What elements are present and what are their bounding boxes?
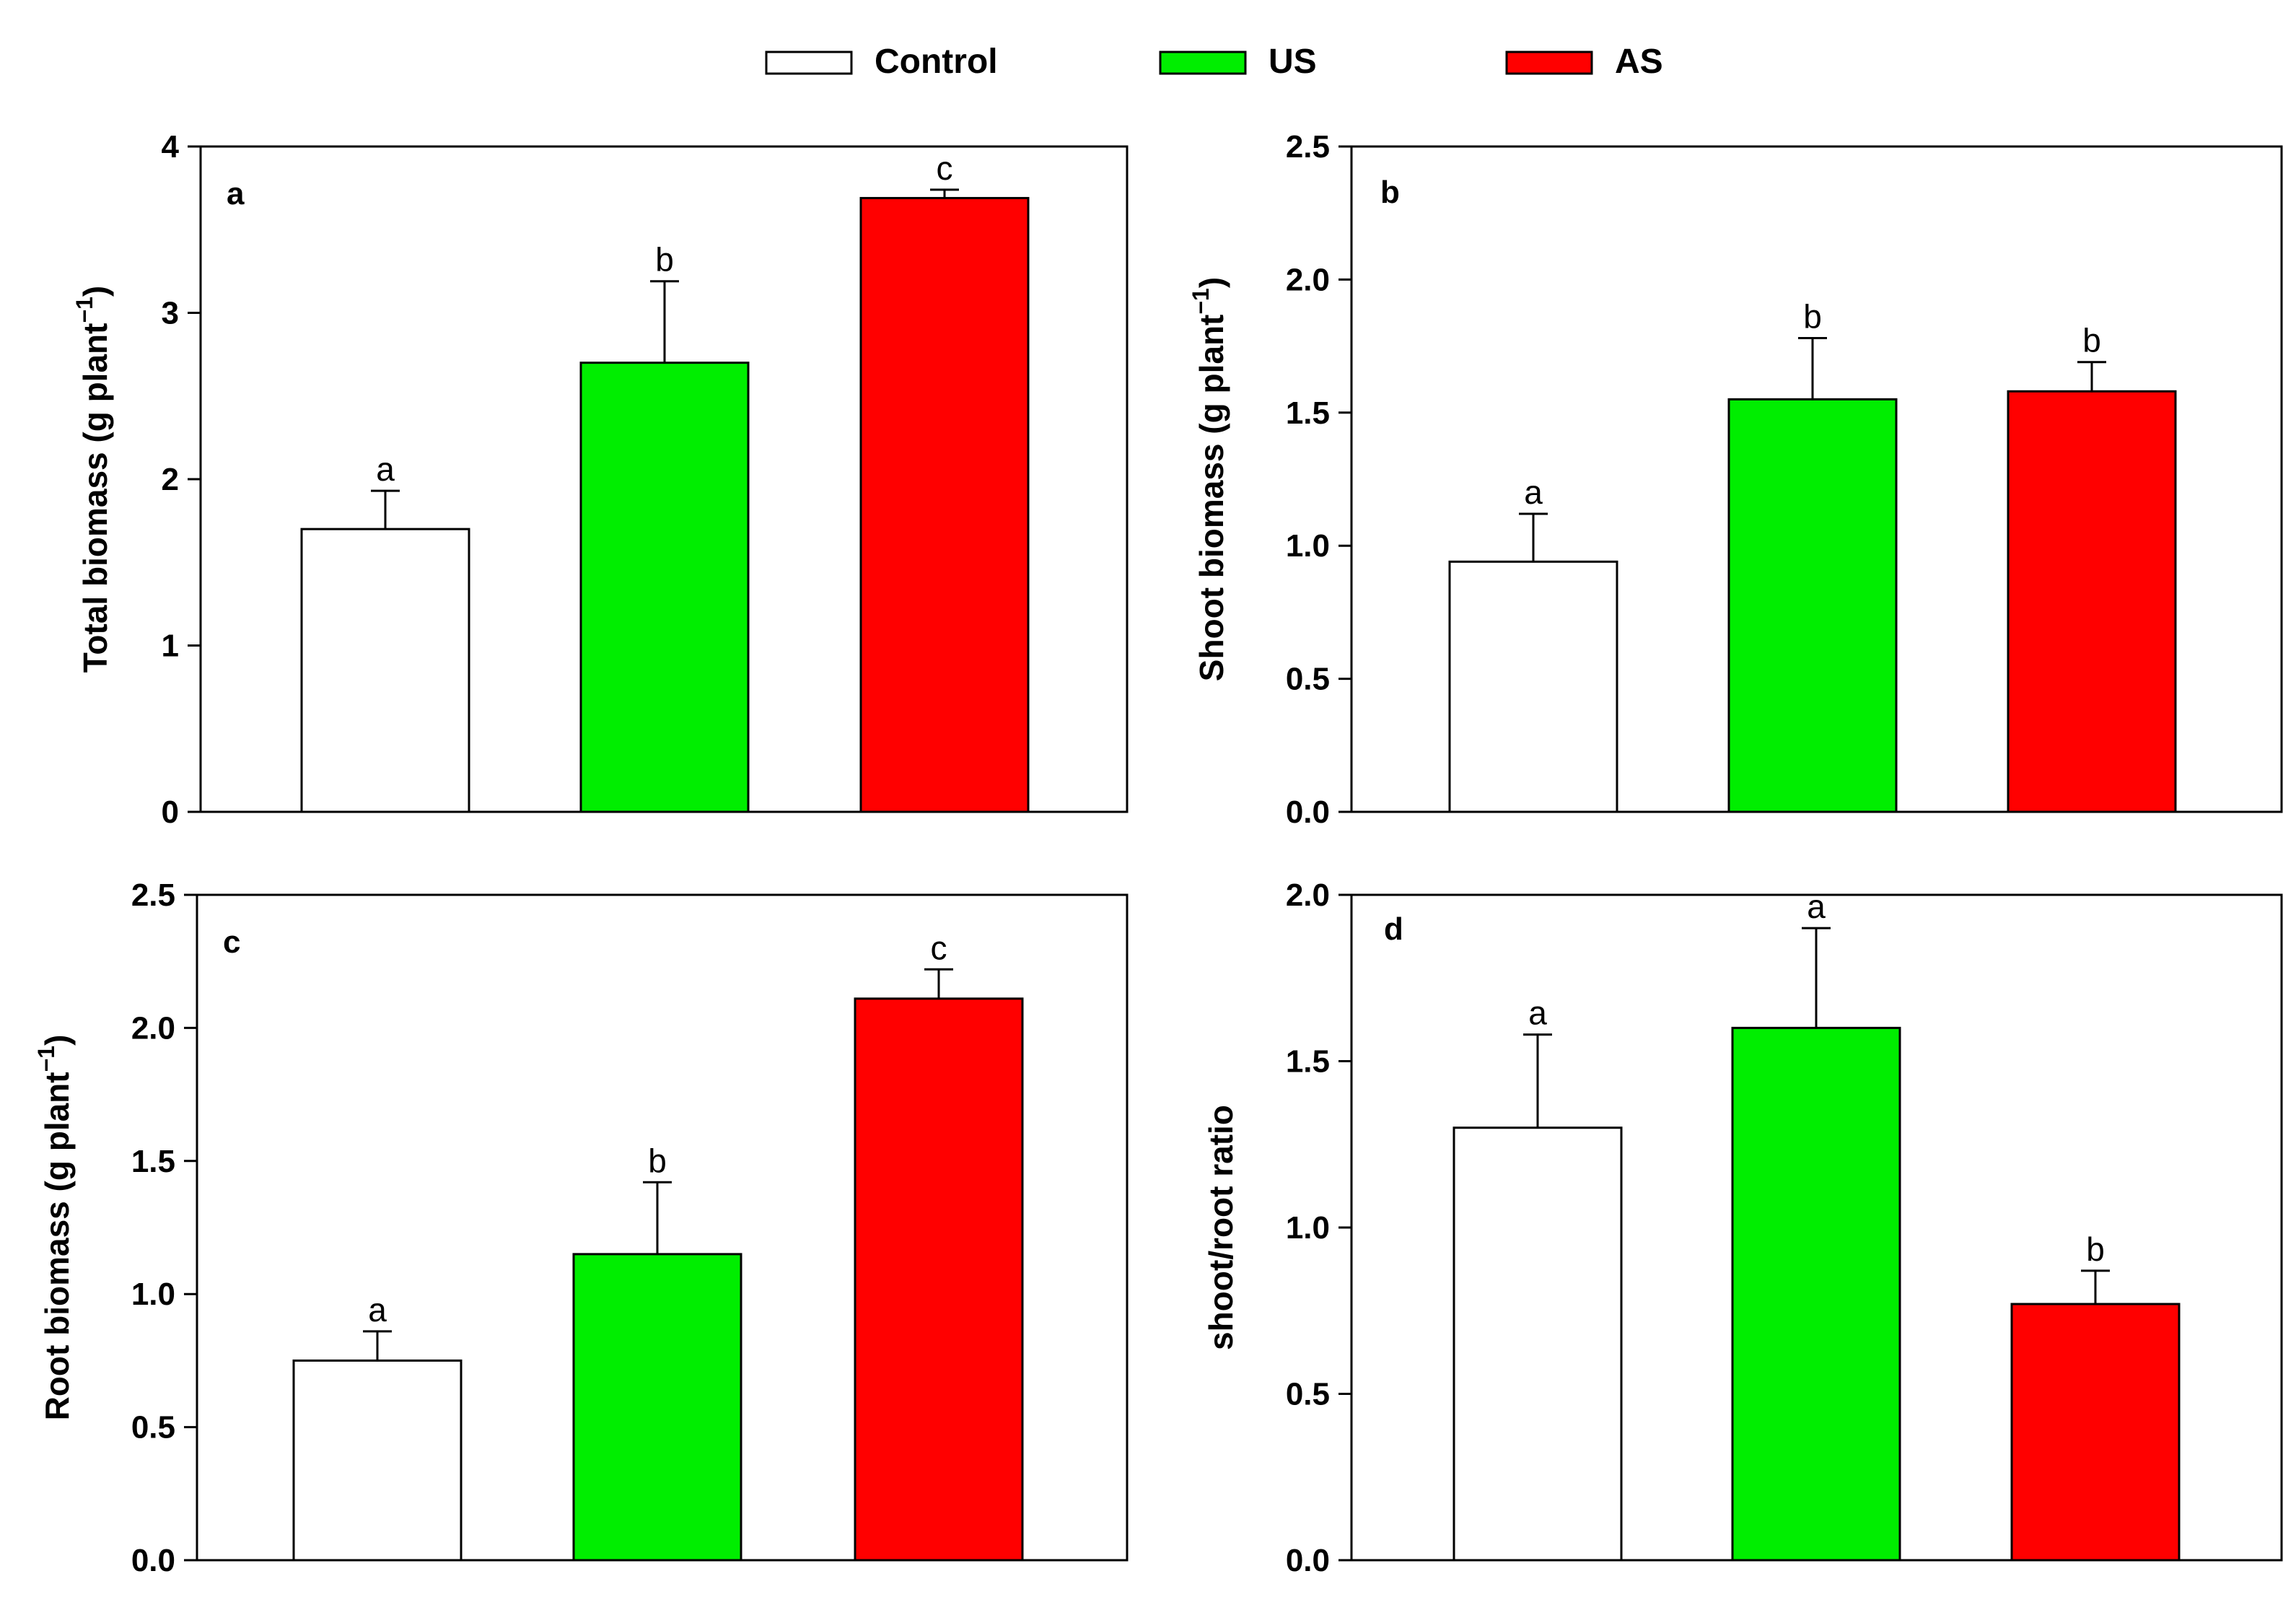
- y-tick-label: 2.0: [131, 1010, 175, 1046]
- y-tick-label: 1.0: [1286, 1210, 1330, 1246]
- significance-label: b: [655, 241, 674, 279]
- legend-swatch: [765, 51, 853, 75]
- legend-item-control: Control: [765, 43, 998, 81]
- significance-label: b: [2086, 1230, 2105, 1268]
- legend-item-us: US: [1159, 43, 1317, 81]
- bar-d-as: [2010, 1303, 2181, 1562]
- panel-letter: b: [1380, 175, 1400, 210]
- panel-b: a b b 0.0 0.5 1.0 1.5 2.0 2.5 b Shoot biomass (g p…: [1188, 129, 2283, 830]
- y-axis-title-superscript: −1: [1188, 288, 1214, 314]
- y-axis-title-text: Total biomass (g plant: [76, 323, 114, 673]
- significance-label: c: [931, 929, 947, 966]
- y-tick-label: 1.5: [131, 1144, 175, 1179]
- significance-label: a: [376, 450, 395, 488]
- panel-a: a b c 0 1 2 3 4 a Total biomass (g plant−1): [71, 129, 1129, 830]
- bar-a-as: [859, 196, 1030, 813]
- legend-swatch: [1159, 51, 1247, 75]
- legend-label: US: [1269, 43, 1317, 81]
- y-tick-label: 0.0: [1286, 1543, 1330, 1578]
- y-tick-label: 2.5: [1286, 129, 1330, 165]
- y-tick-label: 0.5: [131, 1410, 175, 1445]
- y-tick-label: 1: [162, 629, 179, 664]
- y-axis-title-text: Shoot biomass (g plant: [1193, 315, 1230, 682]
- significance-label: c: [937, 149, 953, 187]
- plot-frame: [196, 893, 1129, 1562]
- significance-label: b: [1803, 298, 1822, 336]
- y-tick-label: 0.5: [1286, 662, 1330, 697]
- y-tick-label: 1.5: [1286, 395, 1330, 431]
- y-axis-title-close: ): [1193, 277, 1230, 288]
- y-axis-title-text: Root biomass (g plant: [38, 1072, 76, 1420]
- plot-frame: [1350, 145, 2283, 813]
- significance-label: b: [2082, 322, 2101, 359]
- y-axis-title: Shoot biomass (g plant−1): [1188, 277, 1230, 681]
- legend-label: AS: [1615, 43, 1663, 81]
- significance-label: a: [1807, 888, 1826, 925]
- y-tick-label: 1.0: [1286, 528, 1330, 564]
- y-axis-title-text: shoot/root ratio: [1202, 1105, 1240, 1350]
- legend-label: Control: [875, 43, 998, 81]
- panel-c: a b c 0.0 0.5 1.0 1.5 2.0 2.5 c Root biomass (g pl…: [33, 878, 1129, 1578]
- y-axis-title: Total biomass (g plant−1): [71, 286, 114, 673]
- y-tick-label: 3: [162, 296, 179, 331]
- y-tick-label: 1.0: [131, 1277, 175, 1312]
- y-axis-title: Root biomass (g plant−1): [33, 1035, 76, 1421]
- y-tick-label: 0: [162, 795, 179, 830]
- y-tick-label: 4: [162, 129, 180, 165]
- y-tick-label: 0.5: [1286, 1377, 1330, 1412]
- legend: Control US AS: [765, 43, 1663, 81]
- panel-letter: a: [227, 176, 245, 211]
- bar-b-us: [1727, 398, 1898, 813]
- significance-label: a: [368, 1291, 387, 1329]
- y-tick-label: 2.0: [1286, 262, 1330, 297]
- y-axis-title-close: ): [38, 1035, 76, 1046]
- bar-b-as: [2007, 390, 2177, 813]
- bar-a-control: [300, 528, 470, 813]
- legend-item-as: AS: [1505, 43, 1663, 81]
- bar-c-control: [292, 1359, 463, 1562]
- y-axis-title-superscript: −1: [71, 297, 97, 323]
- significance-label: a: [1528, 994, 1547, 1032]
- significance-label: b: [648, 1142, 667, 1179]
- bar-d-us: [1731, 1026, 1901, 1562]
- significance-label: a: [1524, 473, 1543, 511]
- panel-d: a a b 0.0 0.5 1.0 1.5 2.0 d shoot/root ratio: [1202, 878, 2283, 1578]
- bar-a-us: [579, 362, 750, 813]
- y-axis-title-close: ): [76, 286, 114, 297]
- bar-d-control: [1452, 1126, 1623, 1562]
- bar-c-as: [854, 997, 1024, 1562]
- y-axis-title-superscript: −1: [33, 1046, 59, 1072]
- panel-letter: c: [223, 924, 240, 960]
- panel-letter: d: [1384, 911, 1403, 947]
- y-tick-label: 0.0: [1286, 795, 1330, 830]
- y-tick-label: 2.0: [1286, 878, 1330, 913]
- y-tick-label: 0.0: [131, 1543, 175, 1578]
- y-tick-label: 1.5: [1286, 1044, 1330, 1080]
- y-tick-label: 2: [162, 462, 179, 497]
- bar-c-us: [572, 1253, 742, 1562]
- legend-swatch: [1505, 51, 1593, 75]
- y-tick-label: 2.5: [131, 878, 175, 913]
- y-axis-title: shoot/root ratio: [1202, 1105, 1240, 1350]
- bar-b-control: [1448, 560, 1618, 813]
